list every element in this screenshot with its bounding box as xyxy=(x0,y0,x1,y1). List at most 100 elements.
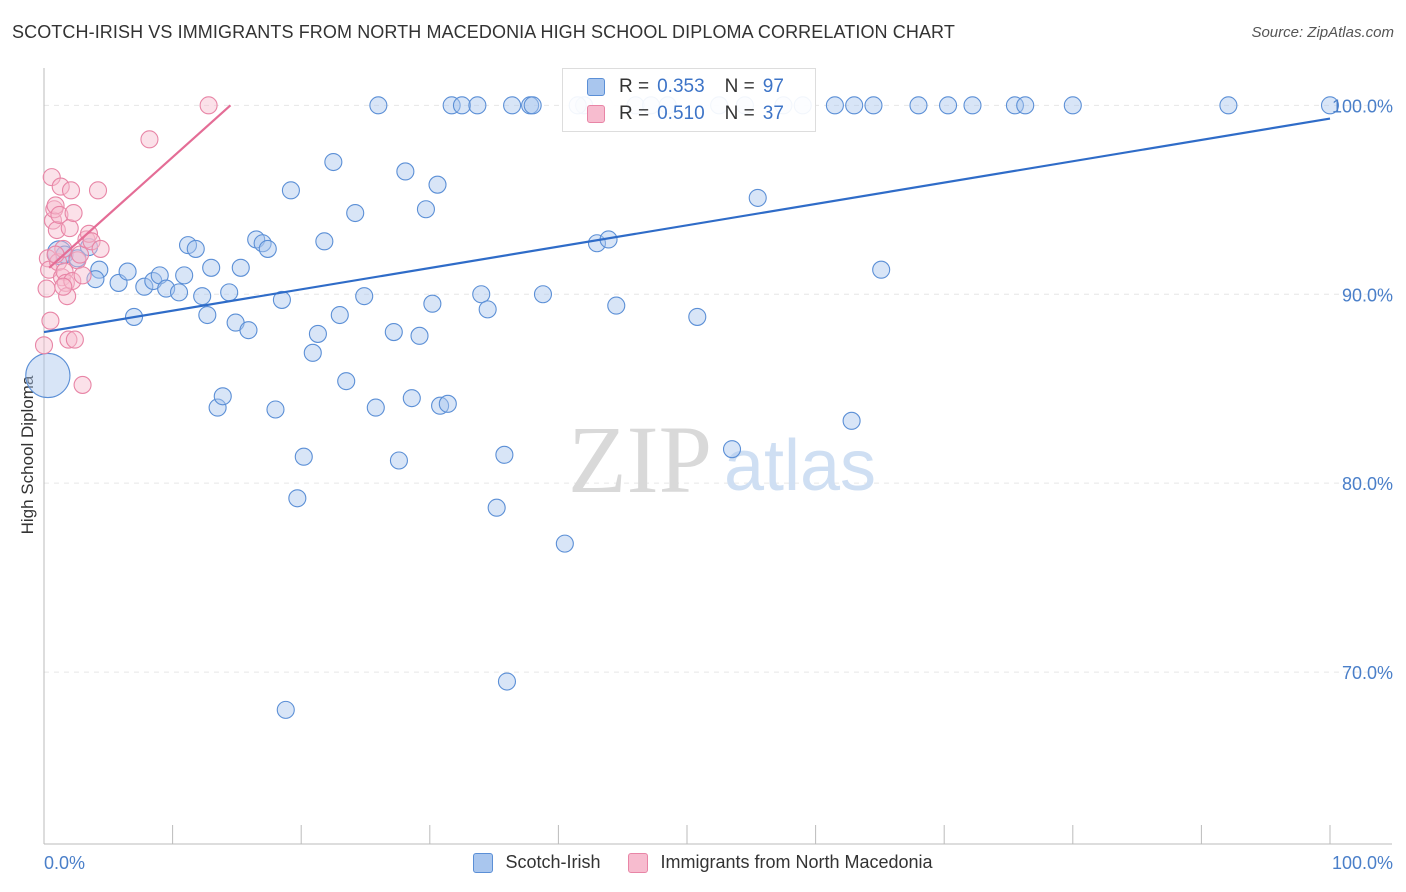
x-tick-label: 0.0% xyxy=(44,853,85,873)
data-point xyxy=(135,277,154,296)
data-point xyxy=(1005,96,1024,115)
data-point xyxy=(428,175,447,194)
data-point xyxy=(199,96,218,115)
data-point xyxy=(330,305,349,325)
data-point xyxy=(46,196,65,215)
data-point xyxy=(324,152,343,172)
data-point xyxy=(54,277,73,296)
data-point xyxy=(396,162,415,181)
data-point xyxy=(202,258,221,277)
legend-swatch-pink xyxy=(587,105,605,123)
data-point xyxy=(503,96,522,115)
data-point xyxy=(688,307,707,326)
data-point xyxy=(423,294,442,313)
data-point xyxy=(315,232,334,251)
watermark-atlas: atlas xyxy=(724,426,876,506)
data-point xyxy=(208,398,227,417)
data-point xyxy=(258,239,277,258)
data-point xyxy=(402,389,421,408)
data-point xyxy=(266,400,285,419)
data-point xyxy=(410,326,429,345)
data-point xyxy=(198,305,217,325)
legend-r-value: 0.510 xyxy=(657,103,705,124)
data-point xyxy=(239,321,258,340)
data-point xyxy=(825,96,844,115)
data-point xyxy=(59,330,78,349)
data-point xyxy=(272,290,291,309)
data-point xyxy=(346,203,365,223)
data-point xyxy=(51,177,70,196)
legend-row-north-macedonia: R = 0.510 N = 37 xyxy=(587,102,784,126)
series-north-macedonia xyxy=(34,96,218,394)
data-point xyxy=(25,352,71,399)
data-point xyxy=(533,285,553,304)
data-point xyxy=(61,181,81,200)
data-point xyxy=(303,343,322,362)
tick-labels: 100.0% 90.0% 80.0% 70.0% 0.0% 100.0% xyxy=(44,96,1393,873)
data-point xyxy=(73,375,92,394)
data-point xyxy=(288,489,307,508)
data-point xyxy=(140,130,159,149)
data-point xyxy=(431,396,450,415)
data-point xyxy=(472,285,491,304)
data-point xyxy=(1219,96,1238,115)
data-point xyxy=(220,283,239,302)
data-point xyxy=(1320,96,1340,115)
data-point xyxy=(722,440,742,459)
data-point xyxy=(50,205,69,224)
data-point xyxy=(416,200,435,219)
data-point xyxy=(468,96,487,115)
data-point xyxy=(213,387,232,406)
data-point xyxy=(384,322,403,342)
watermark: ZIP atlas xyxy=(568,406,876,513)
data-point xyxy=(34,336,54,355)
legend-row-scotch-irish: R = 0.353 N = 97 xyxy=(587,75,784,99)
data-point xyxy=(963,96,982,115)
series-legend: Scotch-Irish Immigrants from North Maced… xyxy=(0,852,1406,873)
data-point xyxy=(438,394,457,413)
legend-swatch-blue xyxy=(587,78,605,96)
data-point xyxy=(523,96,542,115)
data-point xyxy=(842,411,861,430)
data-point xyxy=(366,398,385,417)
data-point xyxy=(294,447,313,466)
data-point xyxy=(281,181,300,200)
data-point xyxy=(169,283,189,302)
data-point xyxy=(41,311,60,330)
data-point xyxy=(872,260,891,279)
legend-r-label: R = xyxy=(619,103,650,124)
data-point xyxy=(1063,96,1082,115)
data-point xyxy=(497,672,517,691)
legend-r-label: R = xyxy=(619,76,650,97)
data-point xyxy=(452,96,472,115)
legend-n-label: N = xyxy=(724,76,755,97)
data-point xyxy=(90,260,109,279)
legend-swatch-blue xyxy=(473,852,494,873)
legend-n-label: N = xyxy=(724,103,755,124)
legend-swatch-pink xyxy=(628,852,649,873)
data-point xyxy=(864,96,883,115)
x-tick-label: 100.0% xyxy=(1332,853,1393,873)
data-point xyxy=(495,445,514,464)
axes xyxy=(43,68,1392,845)
source-label: Source: ZipAtlas.com xyxy=(1251,24,1394,41)
data-point xyxy=(231,258,250,277)
legend-n-value: 97 xyxy=(762,76,784,97)
data-point xyxy=(42,168,61,187)
data-point xyxy=(82,232,101,251)
y-tick-label: 80.0% xyxy=(1342,474,1393,494)
data-point xyxy=(487,498,506,517)
data-point xyxy=(64,203,83,223)
data-point xyxy=(60,219,79,238)
chart-title: SCOTCH-IRISH VS IMMIGRANTS FROM NORTH MA… xyxy=(12,22,955,42)
data-point xyxy=(748,188,767,207)
data-point xyxy=(118,262,137,281)
trend-lines xyxy=(43,104,1331,334)
data-point xyxy=(369,96,388,115)
data-point xyxy=(88,181,108,200)
y-tick-label: 90.0% xyxy=(1342,285,1393,305)
data-point xyxy=(193,287,212,306)
y-tick-label: 100.0% xyxy=(1332,96,1393,116)
data-point xyxy=(845,96,864,115)
